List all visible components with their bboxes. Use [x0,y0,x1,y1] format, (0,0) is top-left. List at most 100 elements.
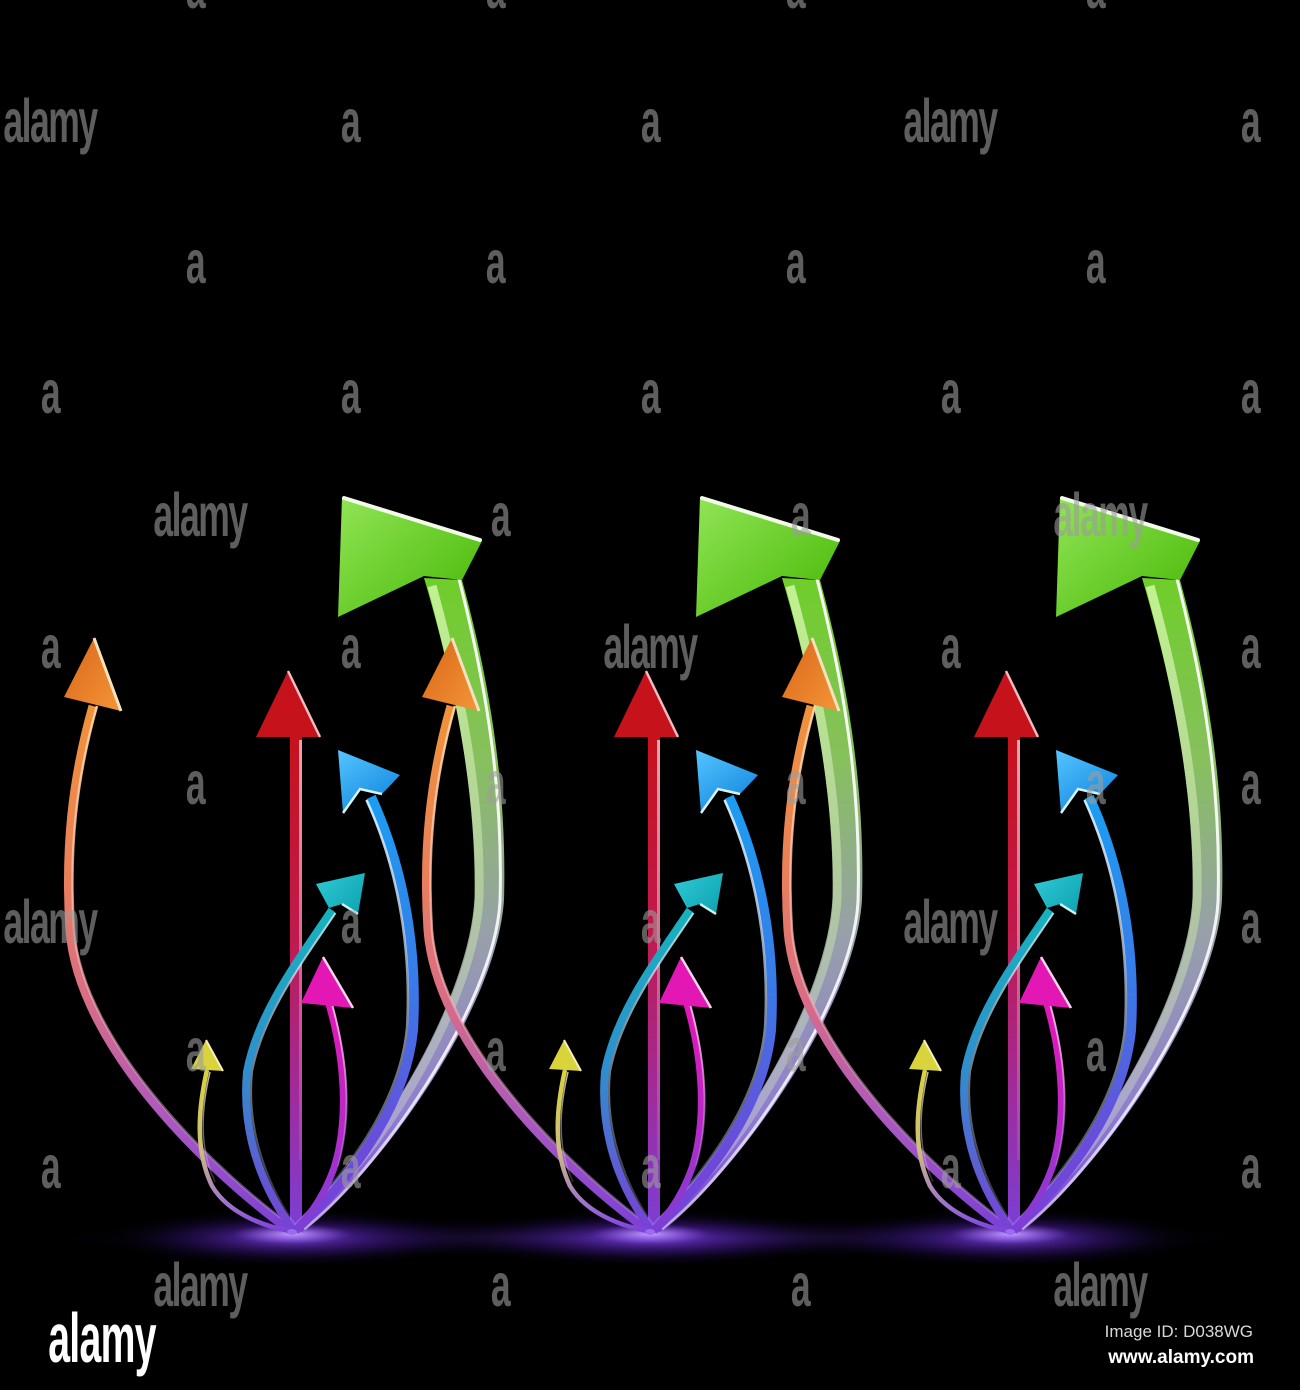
green-arrow-stem-edge [1021,578,1220,1231]
blue-arrow-stem [291,794,419,1234]
watermark-letter: a [786,228,807,297]
yellow-arrow-stem [915,1069,1011,1234]
watermark-letter: a [791,481,812,550]
yellow-arrow-head [909,1040,941,1071]
green-arrow-stem-edge [661,578,860,1231]
teal-arrow-head-shine [1059,902,1077,916]
magenta-arrow-stem-highlight [331,1005,348,1167]
teal-arrow-stem-highlight [608,912,695,1227]
yellow-arrow-stem-highlight [560,1071,574,1183]
teal-arrow-head-shine [341,902,359,916]
convergence-point [287,1229,297,1235]
yellow-arrow-stem [197,1069,293,1234]
orange-arrow-head [64,638,121,711]
magenta-arrow-head-shine [679,956,713,1009]
watermark-word: alamy [3,87,98,156]
watermark-letter: a [186,0,207,21]
teal-arrow [600,873,723,1233]
watermark-word: alamy [1053,1251,1148,1320]
watermark-letter: a [341,358,362,427]
alamy-logo: alamy [48,1300,157,1378]
orange-arrow-stem-highlight [789,705,1011,1228]
magenta-arrow-head [301,957,353,1008]
watermark-letter: a [1086,1016,1107,1085]
watermark-letter: a [341,613,362,682]
blue-arrow-stem [649,794,777,1234]
glow-layer [0,1208,1300,1268]
orange-arrow [63,637,293,1234]
red-arrow-head-shine [1004,670,1040,738]
watermark-letter: a [1241,749,1262,818]
magenta-arrow-head [659,957,711,1008]
watermark-letter: a [941,358,962,427]
watermark-letter: a [186,1016,207,1085]
watermark-letter: a [941,613,962,682]
watermark-letter: a [486,1016,507,1085]
alamy-url: www.alamy.com [1107,1347,1254,1368]
watermark-letter: a [491,481,512,550]
blue-arrow [1009,750,1137,1234]
watermark-word: alamy [903,87,998,156]
watermark-letter: a [486,228,507,297]
green-arrow-head [338,497,482,617]
yellow-arrow-head-shine [563,1039,582,1072]
blue-arrow-stem-highlight [293,799,410,1227]
watermark-letter: a [1241,888,1262,957]
magenta-arrow-stem [291,1003,347,1234]
magenta-arrow-stem [1009,1003,1065,1234]
watermark-letter: a [786,1016,807,1085]
arrow-cluster-3 [781,496,1223,1235]
blue-arrow-head-shine [1059,787,1101,814]
orange-arrow-head [422,638,479,711]
orange-arrow [421,637,651,1234]
green-arrow-head-shine [342,496,482,542]
convergence-point [645,1229,655,1235]
magenta-arrow [1009,956,1073,1234]
blue-arrow-stem [1009,794,1137,1234]
watermark-letter: a [641,1133,662,1202]
watermark-letter: a [786,749,807,818]
watermark-letter: a [641,888,662,957]
yellow-arrow-stem-highlight [920,1071,934,1183]
yellow-arrow-head [191,1040,223,1071]
watermark-word: alamy [603,613,698,682]
blue-arrow [649,750,777,1234]
teal-arrow-head [674,873,723,914]
watermark-letter: a [341,888,362,957]
red-arrow-head-shine [286,670,322,738]
blue-arrow [291,750,419,1234]
yellow-arrow-stem-highlight [202,1071,216,1183]
watermark-word: alamy [1053,481,1148,550]
watermark-letter: a [486,0,507,21]
watermark-letter: a [1086,228,1107,297]
watermark-letter: a [41,613,62,682]
teal-arrow [242,873,365,1233]
yellow-arrow [909,1039,1011,1234]
blue-arrow-head-shine [699,787,741,814]
watermark-letter: a [41,358,62,427]
teal-arrow-head [316,873,365,914]
teal-arrow-stem [960,907,1054,1233]
teal-arrow-stem-highlight [968,912,1055,1227]
orange-arrow-head-shine [92,637,123,712]
watermark-letter: a [486,749,507,818]
orange-arrow-stem [421,704,651,1234]
watermark-letter: a [1241,613,1262,682]
blue-arrow-stem-highlight [651,799,768,1227]
magenta-arrow-head-shine [1039,956,1073,1009]
green-arrow-head [1056,497,1200,617]
magenta-arrow-head-shine [321,956,355,1009]
green-arrow-head-shine [700,496,840,542]
orange-arrow-head-shine [450,637,481,712]
convergence-point [1005,1229,1015,1235]
yellow-arrow-head [549,1040,581,1071]
yellow-arrow-stem [555,1069,651,1234]
yellow-arrow-head-shine [205,1039,224,1072]
magenta-arrow-head [1019,957,1071,1008]
arrow-cluster-1 [63,496,505,1235]
orange-arrow [781,637,1011,1234]
arrow-clusters-layer [63,496,1223,1235]
watermark-letter: a [41,1133,62,1202]
red-arrow [614,670,680,1231]
teal-arrow-head [1034,873,1083,914]
